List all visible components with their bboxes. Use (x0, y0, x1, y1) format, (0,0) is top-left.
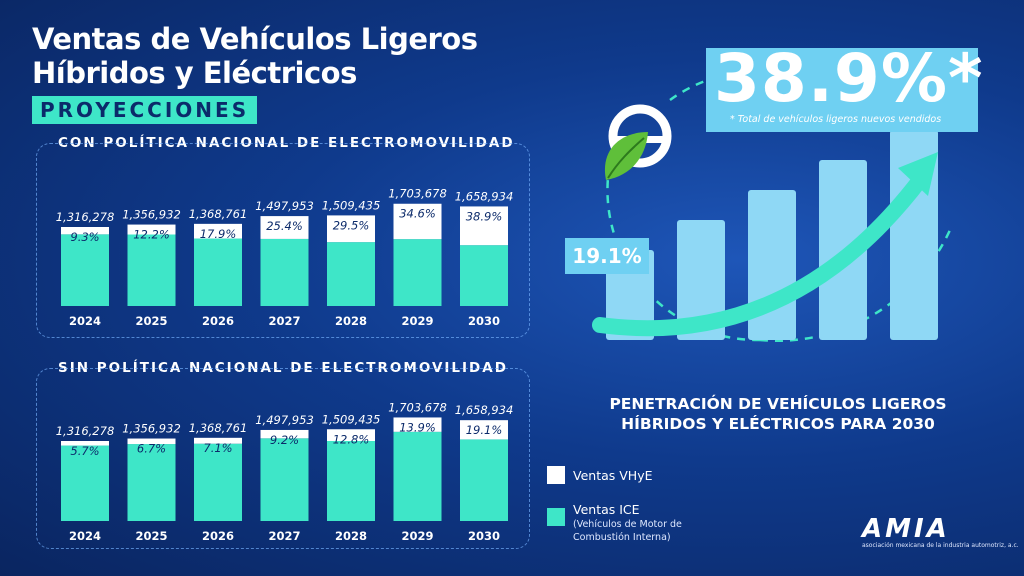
chart-2-year-label-2028: 2028 (335, 529, 367, 543)
chart-2-ice-bar-2029 (393, 431, 442, 521)
legend-ice-sub-1: (Vehículos de Motor de (573, 519, 682, 530)
chart-2-total-label-2026: 1,368,761 (189, 421, 248, 435)
chart-2-total-label-2024: 1,316,278 (56, 424, 115, 438)
chart-2-total-label-2028: 1,509,435 (322, 412, 381, 426)
chart-2-pct-label-2030: 19.1% (466, 423, 503, 437)
chart-2-ice-bar-2030 (460, 439, 508, 521)
chart-1-year-label-2024: 2024 (69, 314, 101, 328)
chart-2-year-label-2025: 2025 (135, 529, 167, 543)
chart-2-vhye-bar-2024 (61, 441, 109, 446)
chart-2-pct-label-2027: 9.2% (270, 433, 299, 447)
legend-ice-label: Ventas ICE (573, 502, 640, 517)
chart-1-ice-bar-2025 (127, 234, 176, 306)
chart-1-total-label-2024: 1,316,278 (56, 210, 115, 224)
chart-1-year-label-2030: 2030 (468, 314, 500, 328)
legend-ice-swatch (547, 508, 565, 526)
legend-vhye-swatch (547, 466, 565, 484)
chart-1-total-label-2026: 1,368,761 (189, 207, 248, 221)
penetration-caption: PENETRACIÓN DE VEHÍCULOS LIGEROS HÍBRIDO… (598, 394, 958, 434)
chart-1-vhye-bar-2025 (127, 224, 176, 235)
chart-2-total-label-2027: 1,497,953 (255, 413, 314, 427)
chart-1-year-label-2028: 2028 (335, 314, 367, 328)
chart-2-ice-bar-2026 (194, 443, 242, 521)
chart-2-total-label-2029: 1,703,678 (388, 400, 447, 414)
big-value-note: * Total de vehículos ligeros nuevos vend… (730, 114, 942, 125)
chart-2-year-label-2029: 2029 (401, 529, 433, 543)
chart-2-ice-bar-2027 (260, 438, 309, 521)
chart-1-year-label-2026: 2026 (202, 314, 234, 328)
chart-2-total-label-2030: 1,658,934 (455, 403, 514, 417)
chart-2-ice-bar-2024 (61, 445, 109, 521)
start-value-box: 19.1% (565, 238, 649, 274)
chart-2-pct-label-2025: 6.7% (137, 442, 166, 456)
chart-2-total-label-2025: 1,356,932 (122, 422, 181, 436)
big-value-box (706, 48, 978, 132)
chart-2-year-label-2026: 2026 (202, 529, 234, 543)
chart-1-vhye-bar-2026 (194, 223, 242, 239)
chart-1-total-label-2025: 1,356,932 (122, 208, 181, 222)
chart-1-vhye-bar-2027 (260, 216, 309, 239)
chart-1-pct-label-2024: 9.3% (70, 230, 99, 244)
legend-vhye-label: Ventas VHyE (573, 468, 653, 483)
chart-1-vhye-bar-2028 (327, 215, 375, 243)
chart-1-pct-label-2026: 17.9% (200, 227, 237, 241)
growth-bar-2 (677, 220, 725, 340)
chart-2-panel (36, 368, 530, 549)
chart-2-pct-label-2024: 5.7% (70, 444, 99, 458)
chart-2-ice-bar-2028 (327, 441, 375, 521)
legend-ice-sub-2: Combustión Interna) (573, 532, 671, 543)
chart-2-vhye-bar-2026 (194, 437, 242, 444)
chart-2-pct-label-2028: 12.8% (333, 432, 370, 446)
chart-1-vhye-bar-2029 (393, 203, 442, 240)
title-line-1: Ventas de Vehículos Ligeros (32, 22, 478, 56)
chart-1-ice-bar-2027 (260, 238, 309, 306)
chart-1-vhye-bar-2030 (460, 206, 508, 246)
chart-1-vhye-bar-2024 (61, 227, 109, 235)
page-title: Ventas de Vehículos Ligeros Híbridos y E… (32, 22, 478, 90)
growth-arrow (592, 172, 928, 337)
chart-1-pct-label-2029: 34.6% (399, 207, 436, 221)
chart-2-vhye-bar-2029 (393, 417, 442, 432)
chart-2-pct-label-2026: 7.1% (203, 441, 232, 455)
chart-1-ice-bar-2029 (393, 239, 442, 306)
growth-illustration (592, 72, 952, 342)
chart-2-bars: 1,316,278 5.7% 2024 1,356,932 6.7% 2025 1,368,… (56, 400, 514, 543)
penetration-line-1: PENETRACIÓN DE VEHÍCULOS LIGEROS (609, 395, 947, 413)
chart-1-ice-bar-2024 (61, 234, 109, 306)
projections-badge: PROYECCIONES (32, 96, 258, 124)
chart-2-ice-bar-2025 (127, 444, 176, 521)
chart-2-year-label-2027: 2027 (268, 529, 300, 543)
chart-1-ice-bar-2028 (327, 242, 375, 306)
chart-2-year-label-2030: 2030 (468, 529, 500, 543)
chart-2-vhye-bar-2027 (260, 429, 309, 439)
big-value: 38.9%* (714, 40, 984, 117)
chart-1-pct-label-2030: 38.9% (466, 209, 503, 223)
growth-arrow-head (898, 152, 938, 196)
chart-1-total-label-2030: 1,658,934 (455, 189, 514, 203)
chart-1-panel (36, 143, 530, 338)
chart-1-year-label-2029: 2029 (401, 314, 433, 328)
chart-1-year-label-2027: 2027 (268, 314, 300, 328)
chart-1-pct-label-2027: 25.4% (266, 219, 303, 233)
chart-1-total-label-2029: 1,703,678 (388, 187, 447, 201)
chart-1-total-label-2027: 1,497,953 (255, 199, 314, 213)
chart-2-year-label-2024: 2024 (69, 529, 101, 543)
chart-1-pct-label-2025: 12.2% (133, 228, 170, 242)
chart-2-vhye-bar-2025 (127, 438, 176, 445)
title-line-2: Híbridos y Eléctricos (32, 56, 357, 90)
start-value: 19.1% (572, 244, 642, 268)
chart-1-ice-bar-2030 (460, 245, 508, 306)
penetration-line-2: HÍBRIDOS Y ELÉCTRICOS PARA 2030 (621, 415, 935, 433)
amia-logo: AMIA (862, 514, 950, 544)
chart-1-total-label-2028: 1,509,435 (322, 198, 381, 212)
chart-2-vhye-bar-2030 (460, 420, 508, 440)
chart-2-pct-label-2029: 13.9% (399, 420, 436, 434)
chart-1-pct-label-2028: 29.5% (333, 218, 370, 232)
amia-logo-subtitle: asociación mexicana de la industria auto… (862, 542, 1019, 549)
chart-1-year-label-2025: 2025 (135, 314, 167, 328)
chart-1-bars: 1,316,278 9.3% 2024 1,356,932 12.2% 2025 1,368… (56, 187, 514, 328)
chart-2-vhye-bar-2028 (327, 429, 375, 442)
chart-1-ice-bar-2026 (194, 238, 242, 306)
steering-wheel-leaf-icon (604, 104, 672, 180)
